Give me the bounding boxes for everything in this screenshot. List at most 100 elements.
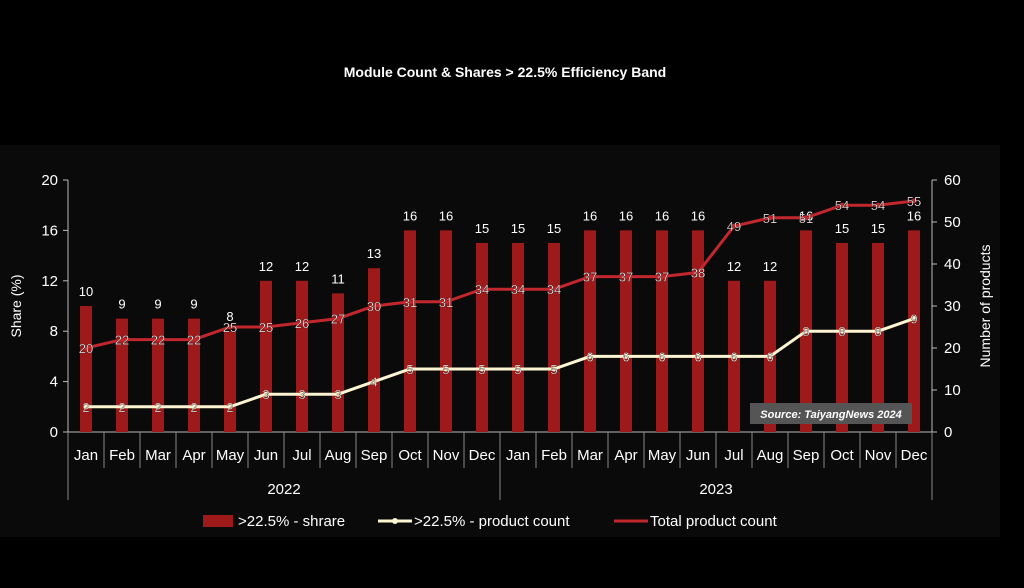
total-count-label: 37 xyxy=(619,270,633,285)
share-bar-label: 10 xyxy=(79,284,93,299)
total-count-label: 31 xyxy=(439,295,453,310)
legend-label-share: >22.5% - shrare xyxy=(238,513,345,530)
total-count-point xyxy=(119,337,125,343)
x-tick-label: Oct xyxy=(398,447,422,464)
total-count-label: 31 xyxy=(403,295,417,310)
total-count-label: 34 xyxy=(547,282,561,297)
right-tick-label: 30 xyxy=(944,298,961,315)
product-count-label: 6 xyxy=(730,349,737,364)
left-tick-label: 16 xyxy=(41,222,58,239)
x-tick-label: Feb xyxy=(541,447,567,464)
share-bar xyxy=(656,230,668,432)
product-count-label: 6 xyxy=(694,349,701,364)
total-count-point xyxy=(263,324,269,330)
total-count-label: 22 xyxy=(151,333,165,348)
x-tick-label: Dec xyxy=(901,447,928,464)
product-count-point xyxy=(551,366,557,372)
product-count-point xyxy=(803,328,809,334)
x-tick-label: Sep xyxy=(793,447,820,464)
x-tick-label: Aug xyxy=(325,447,352,464)
share-bar-label: 8 xyxy=(226,309,233,324)
x-tick-label: Nov xyxy=(865,447,892,464)
product-count-point xyxy=(371,379,377,385)
chart-title: Module Count & Shares > 22.5% Efficiency… xyxy=(343,64,667,80)
total-count-label: 25 xyxy=(259,320,273,335)
left-tick-label: 4 xyxy=(50,374,58,391)
x-tick-label: Mar xyxy=(145,447,171,464)
product-count-label: 8 xyxy=(874,324,881,339)
left-tick-label: 12 xyxy=(41,273,58,290)
share-bar xyxy=(116,318,128,432)
source-text: Source: TaiyangNews 2024 xyxy=(760,409,901,421)
share-bar xyxy=(368,268,380,432)
share-bar xyxy=(80,306,92,432)
y-axis-title: Share (%) xyxy=(8,274,24,337)
product-count-label: 5 xyxy=(442,362,449,377)
share-bar-label: 13 xyxy=(367,246,381,261)
total-count-point xyxy=(407,299,413,305)
total-count-label: 54 xyxy=(871,198,885,213)
total-count-point xyxy=(623,274,629,280)
share-bar-label: 16 xyxy=(691,208,705,223)
share-bar xyxy=(440,230,452,432)
product-count-label: 3 xyxy=(298,387,305,402)
share-bar-label: 9 xyxy=(118,297,125,312)
share-bar xyxy=(260,280,272,432)
legend-label-product-count: >22.5% - product count xyxy=(414,513,570,530)
total-count-label: 49 xyxy=(727,219,741,234)
total-count-point xyxy=(335,316,341,322)
product-count-point xyxy=(443,366,449,372)
x-tick-label: Feb xyxy=(109,447,135,464)
total-count-point xyxy=(191,337,197,343)
product-count-point xyxy=(227,404,233,410)
share-bar xyxy=(620,230,632,432)
product-count-label: 6 xyxy=(622,349,629,364)
share-bar-label: 9 xyxy=(190,297,197,312)
x-tick-label: Jun xyxy=(686,447,710,464)
legend-marker-product-count xyxy=(392,518,398,524)
product-count-label: 5 xyxy=(478,362,485,377)
product-count-point xyxy=(119,404,125,410)
x-tick-label: Jul xyxy=(724,447,743,464)
share-bar-label: 12 xyxy=(727,259,741,274)
share-bar-label: 15 xyxy=(547,221,561,236)
share-bar-label: 12 xyxy=(295,259,309,274)
x-tick-label: Jan xyxy=(74,447,98,464)
product-count-point xyxy=(911,316,917,322)
product-count-point xyxy=(659,353,665,359)
total-count-point xyxy=(515,286,521,292)
right-tick-label: 50 xyxy=(944,214,961,231)
product-count-point xyxy=(191,404,197,410)
product-count-label: 6 xyxy=(766,349,773,364)
product-count-point xyxy=(587,353,593,359)
total-count-label: 37 xyxy=(583,270,597,285)
legend-swatch-share xyxy=(203,515,233,527)
source-box xyxy=(750,403,912,424)
total-count-point xyxy=(551,286,557,292)
left-tick-label: 0 xyxy=(50,424,58,441)
share-bar-label: 16 xyxy=(403,208,417,223)
product-count-label: 2 xyxy=(82,400,89,415)
product-count-label: 2 xyxy=(154,400,161,415)
total-count-point xyxy=(767,215,773,221)
share-bar-label: 16 xyxy=(619,208,633,223)
product-count-label: 6 xyxy=(658,349,665,364)
total-count-label: 30 xyxy=(367,299,381,314)
share-bar-label: 16 xyxy=(583,208,597,223)
total-count-point xyxy=(227,324,233,330)
x-tick-label: Sep xyxy=(361,447,388,464)
share-bar xyxy=(476,243,488,432)
total-count-label: 25 xyxy=(223,320,237,335)
share-bar xyxy=(872,243,884,432)
total-count-label: 34 xyxy=(475,282,489,297)
share-bar-label: 16 xyxy=(439,208,453,223)
x-tick-label: Jun xyxy=(254,447,278,464)
share-bar-label: 11 xyxy=(331,271,345,286)
total-count-label: 22 xyxy=(187,333,201,348)
share-bar-label: 15 xyxy=(511,221,525,236)
product-count-point xyxy=(623,353,629,359)
share-bar xyxy=(584,230,596,432)
total-count-label: 38 xyxy=(691,265,705,280)
x-tick-label: Nov xyxy=(433,447,460,464)
